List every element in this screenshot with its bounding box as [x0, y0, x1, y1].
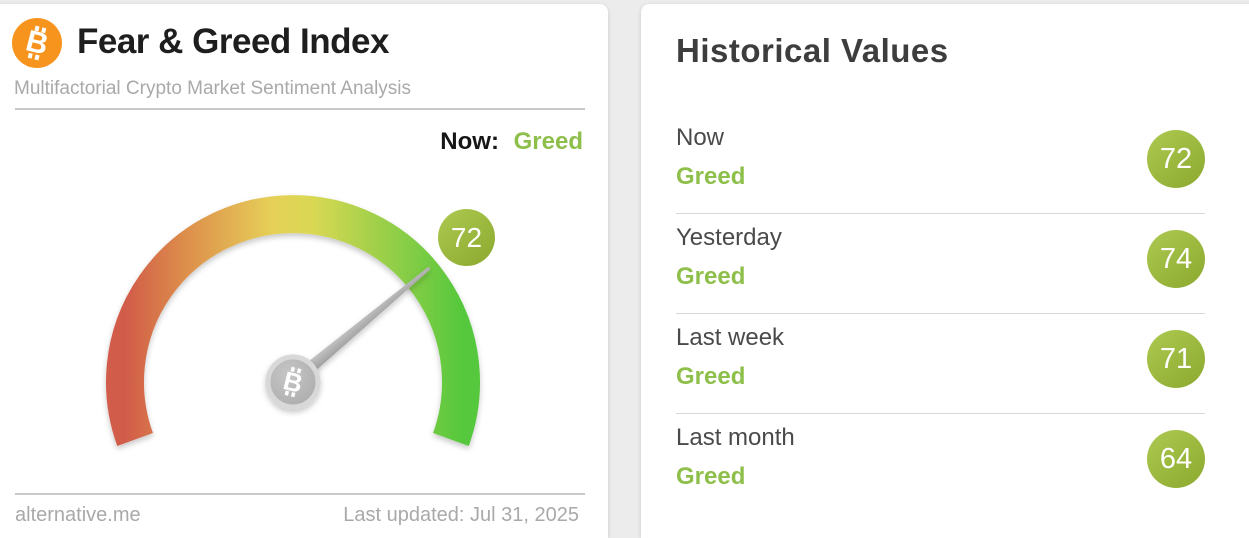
last-updated-text: Last updated: Jul 31, 2025 — [343, 504, 579, 526]
row-sentiment: Greed — [676, 163, 746, 190]
historical-values-title: Historical Values — [676, 32, 949, 69]
gauge-hub-bitcoin-icon: B — [265, 354, 321, 410]
historical-values-card: Historical Values Now Greed 72 Yesterday… — [641, 4, 1249, 538]
footer-divider — [15, 493, 585, 495]
historical-row-last-week: Last week Greed 71 — [676, 314, 1205, 414]
gauge-arc — [106, 195, 480, 446]
row-value-badge: 71 — [1147, 330, 1205, 388]
gauge-value-badge: 72 — [438, 209, 495, 266]
row-sentiment: Greed — [676, 263, 746, 290]
widget-title: Fear & Greed Index — [77, 22, 389, 61]
row-label: Now — [676, 124, 725, 151]
row-value-badge: 74 — [1147, 230, 1205, 288]
gauge-needle — [288, 266, 431, 387]
historical-rows: Now Greed 72 Yesterday Greed 74 Last wee… — [676, 114, 1205, 514]
widget-subtitle: Multifactorial Crypto Market Sentiment A… — [14, 78, 412, 99]
row-sentiment: Greed — [676, 463, 746, 490]
row-label: Last week — [676, 324, 785, 351]
row-value-badge: 72 — [1147, 130, 1205, 188]
bitcoin-icon: B — [12, 18, 62, 68]
row-sentiment: Greed — [676, 363, 746, 390]
header-divider — [15, 108, 585, 110]
historical-row-last-month: Last month Greed 64 — [676, 414, 1205, 514]
row-label: Yesterday — [676, 224, 782, 251]
historical-row-now: Now Greed 72 — [676, 114, 1205, 214]
alternative-me-link[interactable]: alternative.me — [15, 504, 141, 526]
gauge-card: B Fear & Greed Index Multifactorial Cryp… — [0, 4, 608, 538]
historical-row-yesterday: Yesterday Greed 74 — [676, 214, 1205, 314]
now-sentiment-line: Now: Greed — [440, 128, 583, 156]
now-label: Now: — [440, 128, 499, 155]
svg-text:B: B — [280, 365, 305, 399]
row-value-badge: 64 — [1147, 430, 1205, 488]
row-label: Last month — [676, 424, 795, 451]
now-sentiment-value: Greed — [513, 128, 583, 155]
